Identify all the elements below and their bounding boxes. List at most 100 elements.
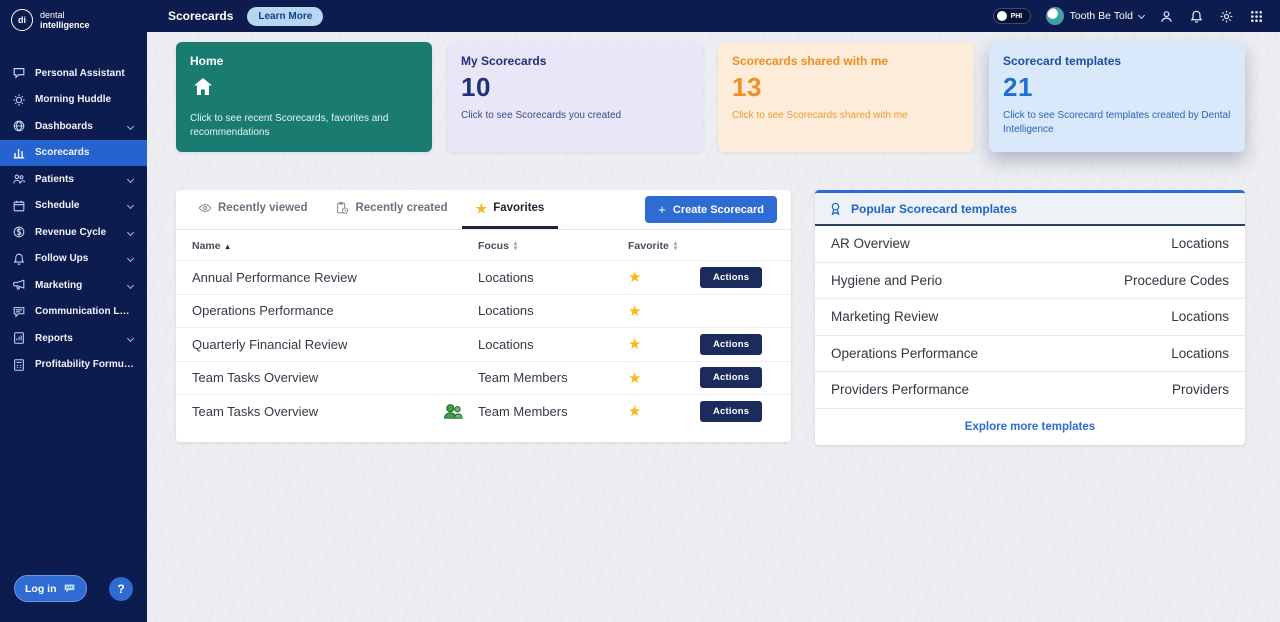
table-row[interactable]: Annual Performance Review Locations ★ Ac…	[176, 260, 791, 294]
chat-icon	[12, 66, 26, 80]
megaphone-icon	[12, 278, 26, 292]
favorite-star-icon[interactable]: ★	[628, 269, 642, 287]
clipboard-clock-icon	[335, 201, 349, 215]
sidebar-item-profitability-formula[interactable]: Profitability Formula®	[0, 352, 147, 379]
shared-team-icon	[442, 402, 464, 420]
template-name: Providers Performance	[831, 382, 970, 398]
content-area: Home Click to see recent Scorecards, fav…	[147, 32, 1280, 622]
chevron-down-icon	[126, 175, 135, 183]
template-name: Operations Performance	[831, 345, 979, 361]
sidebar-item-marketing[interactable]: Marketing	[0, 272, 147, 299]
formula-icon	[12, 358, 26, 372]
chat-bubble-icon	[63, 582, 76, 595]
home-card[interactable]: Home Click to see recent Scorecards, fav…	[176, 42, 432, 152]
users-icon	[12, 172, 26, 186]
shared-scorecards-count: 13	[732, 72, 762, 102]
sidebar-item-patients[interactable]: Patients	[0, 166, 147, 193]
scorecard-templates-card[interactable]: Scorecard templates 21 Click to see Scor…	[989, 42, 1245, 152]
scorecard-name: Team Tasks Overview	[192, 403, 319, 419]
template-focus: Locations	[1171, 236, 1229, 252]
account-menu[interactable]: Tooth Be Told	[1045, 7, 1146, 25]
scorecard-focus: Locations	[478, 336, 534, 352]
templates-panel-header: Popular Scorecard templates	[815, 193, 1245, 226]
templates-count: 21	[1003, 72, 1033, 102]
sidebar-item-personal-assistant[interactable]: Personal Assistant	[0, 60, 147, 87]
sidebar-item-communication-logs[interactable]: Communication Logs	[0, 299, 147, 326]
sort-toggle-icon[interactable]: ▴ ▾	[513, 240, 518, 252]
apps-grid-icon[interactable]	[1249, 9, 1264, 24]
table-row[interactable]: Operations Performance Locations ★	[176, 293, 791, 328]
gear-icon[interactable]	[1219, 9, 1234, 24]
actions-button[interactable]: Actions	[700, 367, 763, 389]
tab-recently-viewed[interactable]: Recently viewed	[184, 190, 321, 229]
scorecards-panel: Recently viewed Recently created ★ Favor…	[176, 190, 791, 442]
table-row[interactable]: Quarterly Financial Review Locations ★ A…	[176, 327, 791, 361]
template-focus: Locations	[1171, 309, 1229, 325]
scorecard-focus: Locations	[478, 269, 534, 285]
scorecard-name: Operations Performance	[192, 303, 334, 319]
chevron-down-icon	[126, 202, 135, 210]
star-icon: ★	[475, 200, 488, 216]
sidebar-nav: Personal Assistant Morning Huddle Dashbo…	[0, 60, 147, 378]
bell-icon[interactable]	[1189, 9, 1204, 24]
sidebar-item-follow-ups[interactable]: Follow Ups	[0, 246, 147, 273]
template-row[interactable]: Operations Performance Locations	[815, 336, 1245, 372]
template-row[interactable]: AR Overview Locations	[815, 226, 1245, 263]
sort-ascending-icon[interactable]: ▴	[225, 241, 230, 251]
chevron-down-icon	[1137, 11, 1146, 19]
scorecard-focus: Team Members	[478, 370, 568, 386]
actions-button[interactable]: Actions	[700, 400, 763, 422]
table-row[interactable]: Team Tasks Overview Team Members ★ Actio…	[176, 394, 791, 428]
create-scorecard-button[interactable]: + Create Scorecard	[645, 196, 777, 223]
template-row[interactable]: Marketing Review Locations	[815, 299, 1245, 336]
login-button[interactable]: Log in	[14, 575, 87, 602]
template-focus: Locations	[1171, 345, 1229, 361]
sidebar: di dental intelligence Personal Assistan…	[0, 0, 147, 622]
chevron-down-icon	[126, 228, 135, 236]
scorecards-tabs: Recently viewed Recently created ★ Favor…	[176, 190, 791, 230]
scorecard-name: Quarterly Financial Review	[192, 336, 348, 352]
user-icon[interactable]	[1159, 9, 1174, 24]
shared-scorecards-card[interactable]: Scorecards shared with me 13 Click to se…	[718, 42, 974, 152]
sidebar-item-revenue-cycle[interactable]: Revenue Cycle	[0, 219, 147, 246]
favorite-star-icon[interactable]: ★	[628, 403, 642, 421]
explore-more-templates-link[interactable]: Explore more templates	[964, 420, 1096, 433]
tab-recently-created[interactable]: Recently created	[321, 190, 461, 229]
sort-toggle-icon[interactable]: ▴ ▾	[673, 240, 678, 252]
my-scorecards-card[interactable]: My Scorecards 10 Click to see Scorecards…	[447, 42, 703, 152]
eye-icon	[198, 201, 212, 215]
home-icon	[190, 75, 418, 104]
favorite-star-icon[interactable]: ★	[628, 369, 642, 387]
phi-toggle[interactable]: PHI	[992, 8, 1031, 24]
sidebar-item-dashboards[interactable]: Dashboards	[0, 113, 147, 140]
avatar	[1045, 7, 1064, 25]
table-header: Name ▴ Focus ▴ ▾ Favorite ▴ ▾	[176, 230, 791, 260]
column-focus-label: Focus	[478, 240, 509, 252]
favorite-star-icon[interactable]: ★	[628, 302, 642, 320]
plus-icon: +	[658, 202, 666, 217]
favorite-star-icon[interactable]: ★	[628, 336, 642, 354]
learn-more-button[interactable]: Learn More	[247, 6, 324, 26]
header-actions: PHI Tooth Be Told	[992, 7, 1264, 25]
help-button[interactable]: ?	[109, 576, 133, 601]
table-row[interactable]: Team Tasks Overview Team Members ★ Actio…	[176, 360, 791, 395]
globe-icon	[12, 119, 26, 133]
sidebar-item-schedule[interactable]: Schedule	[0, 193, 147, 220]
tab-favorites[interactable]: ★ Favorites	[461, 190, 559, 229]
templates-panel-title: Popular Scorecard templates	[851, 201, 1018, 216]
template-row[interactable]: Hygiene and Perio Procedure Codes	[815, 263, 1245, 299]
sidebar-item-reports[interactable]: Reports	[0, 325, 147, 352]
template-name: AR Overview	[831, 236, 910, 252]
scorecard-name: Team Tasks Overview	[192, 370, 319, 386]
actions-button[interactable]: Actions	[700, 266, 763, 288]
report-icon	[12, 331, 26, 345]
sidebar-item-scorecards[interactable]: Scorecards	[0, 139, 147, 166]
actions-button[interactable]: Actions	[700, 333, 763, 355]
popular-templates-panel: Popular Scorecard templates AR Overview …	[815, 190, 1245, 445]
bar-chart-icon	[12, 146, 26, 160]
page-title: Scorecards	[168, 9, 234, 23]
brand-logo-icon: di	[11, 9, 33, 31]
template-row[interactable]: Providers Performance Providers	[815, 372, 1245, 409]
sidebar-item-morning-huddle[interactable]: Morning Huddle	[0, 87, 147, 114]
